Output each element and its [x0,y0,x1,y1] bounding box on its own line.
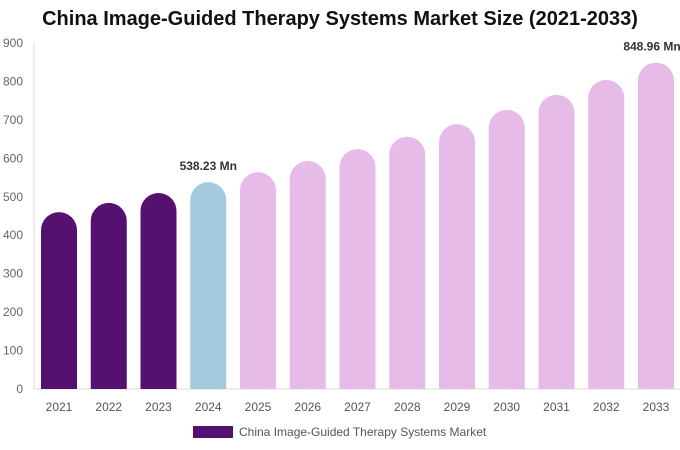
x-tick-label: 2028 [394,400,421,414]
y-tick-label: 300 [3,267,23,281]
y-tick-label: 900 [3,36,23,50]
legend-swatch [193,426,233,438]
bar-2028 [389,136,426,389]
x-tick-label: 2024 [195,400,222,414]
data-label: 538.23 Mn [180,159,237,173]
x-tick-label: 2021 [46,400,73,414]
bar-2026 [289,161,326,389]
data-label: 848.96 Mn [623,40,680,54]
x-tick-label: 2023 [145,400,172,414]
x-tick-label: 2030 [493,400,520,414]
bar-2032 [588,79,625,389]
y-tick-label: 400 [3,228,23,242]
x-tick-label: 2022 [95,400,122,414]
y-tick-label: 200 [3,305,23,319]
bar-2030 [488,109,525,389]
bar-2022 [90,202,127,389]
legend: China Image-Guided Therapy Systems Marke… [193,425,486,439]
bar-2025 [240,172,276,389]
chart-title: China Image-Guided Therapy Systems Marke… [42,8,638,30]
bar-2033 [638,62,674,390]
x-tick-label: 2032 [593,400,620,414]
x-tick-label: 2025 [245,400,272,414]
y-tick-label: 0 [16,382,23,396]
bar-2031 [538,94,575,389]
x-tick-label: 2026 [294,400,321,414]
x-tick-label: 2031 [543,400,570,414]
y-tick-label: 800 [3,74,23,88]
bar-2021 [41,212,77,389]
bar-2024 [190,182,227,389]
bar-2029 [439,124,475,389]
x-tick-label: 2029 [444,400,471,414]
bar-2023 [140,192,177,389]
legend-label: China Image-Guided Therapy Systems Marke… [239,425,487,439]
y-tick-label: 100 [3,344,23,358]
y-tick-label: 700 [3,113,23,127]
x-tick-label: 2033 [643,400,670,414]
y-tick-label: 500 [3,190,23,204]
bar-2027 [339,149,376,389]
y-tick-label: 600 [3,151,23,165]
x-tick-label: 2027 [344,400,371,414]
